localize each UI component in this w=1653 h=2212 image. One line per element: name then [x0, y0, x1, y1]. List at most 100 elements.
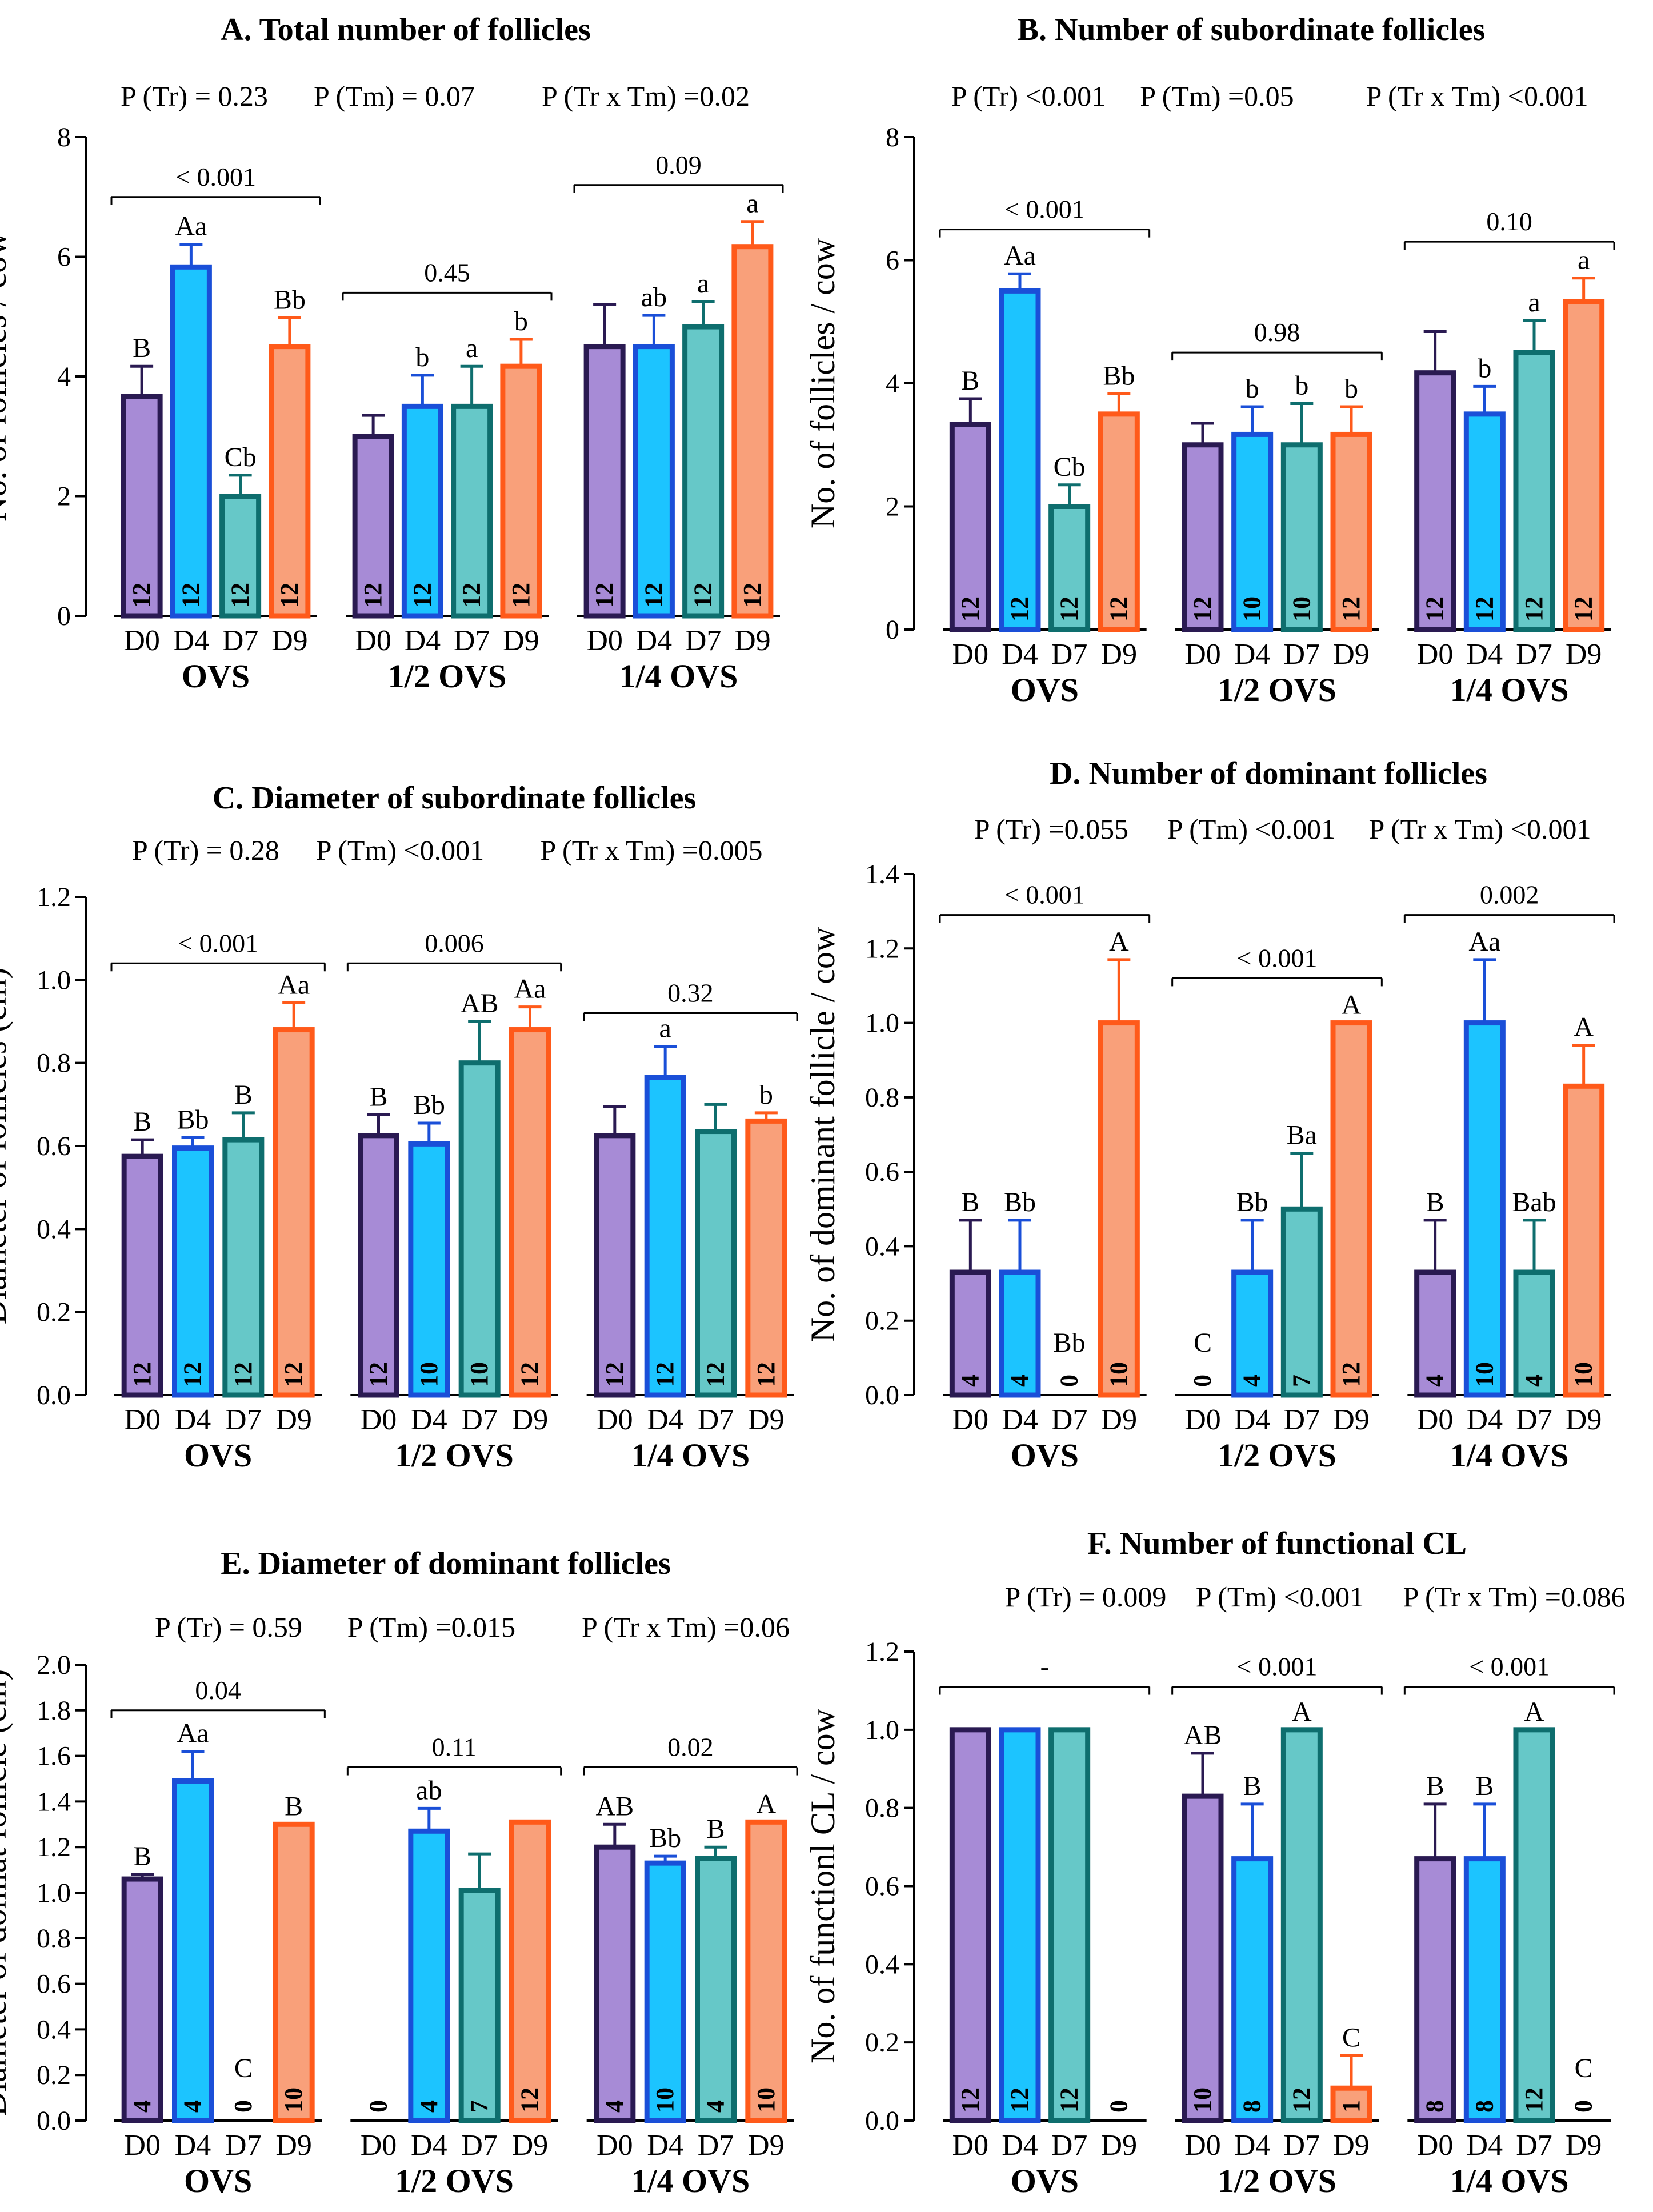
x-tick-label: D7 [454, 624, 490, 657]
x-tick-label: D0 [1184, 638, 1221, 671]
y-tick-label: 1.0 [865, 1715, 899, 1745]
sample-size-label: 10 [465, 1362, 493, 1387]
sample-size-label: 12 [738, 583, 766, 608]
sample-size-label: 12 [1520, 2087, 1548, 2113]
significance-letter: B [1426, 1771, 1444, 1801]
y-tick-label: 0.8 [37, 1924, 71, 1954]
x-tick-label: D4 [175, 1404, 211, 1436]
bar [1098, 1020, 1140, 1398]
x-tick-label: D0 [361, 2129, 397, 2162]
sample-size-label: 4 [1006, 1375, 1034, 1387]
x-tick-label: D0 [597, 2129, 633, 2162]
bracket-p-value: 0.32 [667, 978, 714, 1007]
sample-size-label: 12 [365, 1362, 393, 1387]
bracket-p-value: < 0.001 [178, 928, 258, 957]
y-tick-label: 1.4 [865, 859, 899, 889]
significance-letter: AB [595, 1791, 634, 1821]
bar [172, 1145, 214, 1398]
significance-letter: b [1295, 371, 1308, 401]
significance-letter: b [759, 1080, 773, 1110]
sample-size-label: 12 [279, 1362, 307, 1387]
bracket-p-value: 0.002 [1480, 880, 1539, 909]
x-tick-label: D0 [1184, 1404, 1221, 1436]
significance-letter: b [1246, 374, 1259, 404]
bar [633, 344, 675, 619]
group-label: OVS [1011, 1437, 1079, 1474]
bar [1414, 1269, 1456, 1398]
y-tick-label: 1.0 [37, 1878, 71, 1908]
x-tick-label: D7 [225, 2129, 262, 2162]
x-tick-label: D9 [1101, 2129, 1138, 2162]
sample-size-label: 10 [1238, 596, 1266, 622]
bar [682, 324, 725, 619]
x-tick-label: D0 [124, 1404, 161, 1436]
significance-letter: A [1342, 990, 1362, 1020]
sample-size-label: 7 [465, 2100, 493, 2113]
bracket-p-value: < 0.001 [1469, 1652, 1550, 1681]
sample-size-label: 12 [601, 1362, 629, 1387]
bar-group-1: B 4 D0 Bb 4 D4 Bb 0 D7 A 10 D9 OVS < 0.001 [939, 880, 1151, 1474]
bar [458, 1060, 501, 1398]
x-tick-label: D4 [411, 2129, 447, 2162]
significance-letter: Aa [175, 211, 207, 242]
sample-size-label: 12 [1006, 2087, 1034, 2113]
sample-size-label: 12 [639, 583, 667, 608]
group-label: OVS [1011, 671, 1079, 708]
p-value-label: P (Tr x Tm) =0.06 [582, 1611, 790, 1643]
sample-size-label: 10 [752, 2087, 780, 2113]
bar-group-2: C 0 D0 Bb 4 D4 Ba 7 D7 A 12 D91/2 OVS < 0.001 [1171, 943, 1383, 1474]
x-tick-label: D4 [405, 624, 441, 657]
bar [594, 1133, 636, 1398]
significance-letter: B [706, 1814, 725, 1844]
sample-size-label: 4 [1520, 1375, 1548, 1387]
chart-title: E. Diameter of dominant follicles [221, 1546, 671, 1581]
bar [121, 1153, 163, 1398]
sample-size-label: 10 [1188, 2087, 1216, 2113]
y-tick-label: 1.0 [37, 965, 71, 995]
x-tick-label: D4 [175, 2129, 211, 2162]
chart-panel-d: D. Number of dominant follicles P (Tr) =0… [804, 756, 1615, 1474]
bar [219, 494, 262, 619]
bracket-p-value: 0.10 [1486, 207, 1532, 236]
p-value-label: P (Tr x Tm) <0.001 [1369, 813, 1591, 845]
significance-letter: Aa [1468, 927, 1500, 957]
chart-title: B. Number of subordinate follicles [1018, 12, 1486, 47]
significance-letter: B [1243, 1771, 1262, 1801]
y-tick-label: 0 [886, 615, 899, 645]
significance-letter: Bb [274, 284, 306, 315]
sample-size-label: 12 [1337, 1362, 1365, 1387]
bar [509, 1819, 551, 2123]
bar-group-3: 12 D0 b 12 D4 a 12 D7 a 12 D91/4 OVS 0.10 [1403, 207, 1615, 708]
p-value-label: P (Tm) =0.015 [347, 1611, 515, 1643]
bar [1182, 442, 1224, 632]
sample-size-label: 12 [1287, 2087, 1315, 2113]
group-label: 1/4 OVS [631, 1437, 750, 1474]
group-label: 1/4 OVS [1450, 1437, 1569, 1474]
group-label: 1/2 OVS [1218, 671, 1336, 708]
bar-group-3: AB 4 D0 Bb 10 D4 B 4 D7 A 10 D91/4 OVS 0.02 [583, 1733, 798, 2199]
group-label: 1/2 OVS [395, 1437, 514, 1474]
p-value-label: P (Tr) = 0.009 [1005, 1581, 1167, 1613]
x-tick-label: D9 [748, 1404, 785, 1436]
bracket-p-value: 0.09 [655, 150, 702, 179]
group-label: OVS [1011, 2162, 1079, 2199]
y-tick-label: 0.8 [865, 1793, 899, 1824]
bar [273, 1027, 315, 1398]
bar [731, 244, 774, 619]
x-tick-label: D7 [1051, 2129, 1088, 2162]
chart-panel-b: B. Number of subordinate follicles P (Tr)… [804, 12, 1615, 708]
x-tick-label: D0 [355, 624, 391, 657]
significance-letter: ab [416, 1775, 442, 1805]
p-value-label: P (Tr) = 0.59 [155, 1611, 302, 1643]
significance-letter: Bb [177, 1104, 209, 1135]
significance-letter: a [697, 269, 709, 299]
x-tick-label: D7 [222, 624, 259, 657]
x-tick-label: D0 [123, 624, 160, 657]
bar [408, 1828, 450, 2123]
sample-size-label: 0 [1104, 2100, 1132, 2113]
group-label: 1/2 OVS [395, 2162, 514, 2199]
p-value-label: P (Tr) = 0.23 [121, 80, 268, 112]
p-value-label: P (Tr x Tm) <0.001 [1366, 80, 1588, 112]
sample-size-label: 12 [359, 583, 387, 608]
